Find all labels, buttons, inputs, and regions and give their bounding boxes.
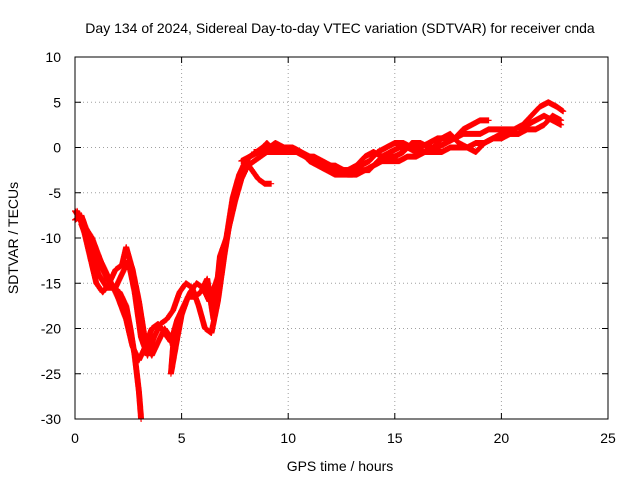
- x-tick-label: 5: [178, 430, 186, 446]
- y-tick-label: -5: [49, 185, 62, 201]
- x-tick-label: 15: [387, 430, 403, 446]
- plot-border: [74, 56, 609, 420]
- x-tick-label: 10: [280, 430, 296, 446]
- ticks: 0 5 10 15 20 25 -30 -25 -20 -15 -10 -5 0 5 10: [41, 49, 616, 446]
- y-tick-label: 5: [53, 94, 61, 110]
- grid-lines: [75, 57, 608, 419]
- y-tick-label: -25: [41, 366, 61, 382]
- series-markers: [72, 212, 145, 422]
- y-tick-label: -30: [41, 411, 61, 427]
- y-tick-label: -15: [41, 275, 61, 291]
- series-track-f: [238, 117, 492, 178]
- x-axis-label: GPS time / hours: [287, 458, 394, 474]
- series-track-d: [74, 158, 275, 377]
- series-markers: [238, 117, 492, 178]
- x-tick-label: 25: [600, 430, 616, 446]
- y-tick-label: 10: [45, 49, 61, 65]
- y-tick-label: -10: [41, 230, 61, 246]
- series-track-b: [72, 112, 565, 364]
- y-axis-label: SDTVAR / TECUs: [5, 182, 21, 294]
- series-track-a: [72, 212, 145, 422]
- plot-frame: [74, 56, 609, 420]
- y-tick-label: -20: [41, 321, 61, 337]
- series-markers: [74, 158, 275, 377]
- x-tick-label: 0: [71, 430, 79, 446]
- series-markers: [72, 112, 565, 364]
- data-points: [72, 99, 567, 422]
- y-tick-label: 0: [53, 140, 61, 156]
- x-tick-label: 20: [494, 430, 510, 446]
- chart-title: Day 134 of 2024, Sidereal Day-to-day VTE…: [85, 20, 595, 36]
